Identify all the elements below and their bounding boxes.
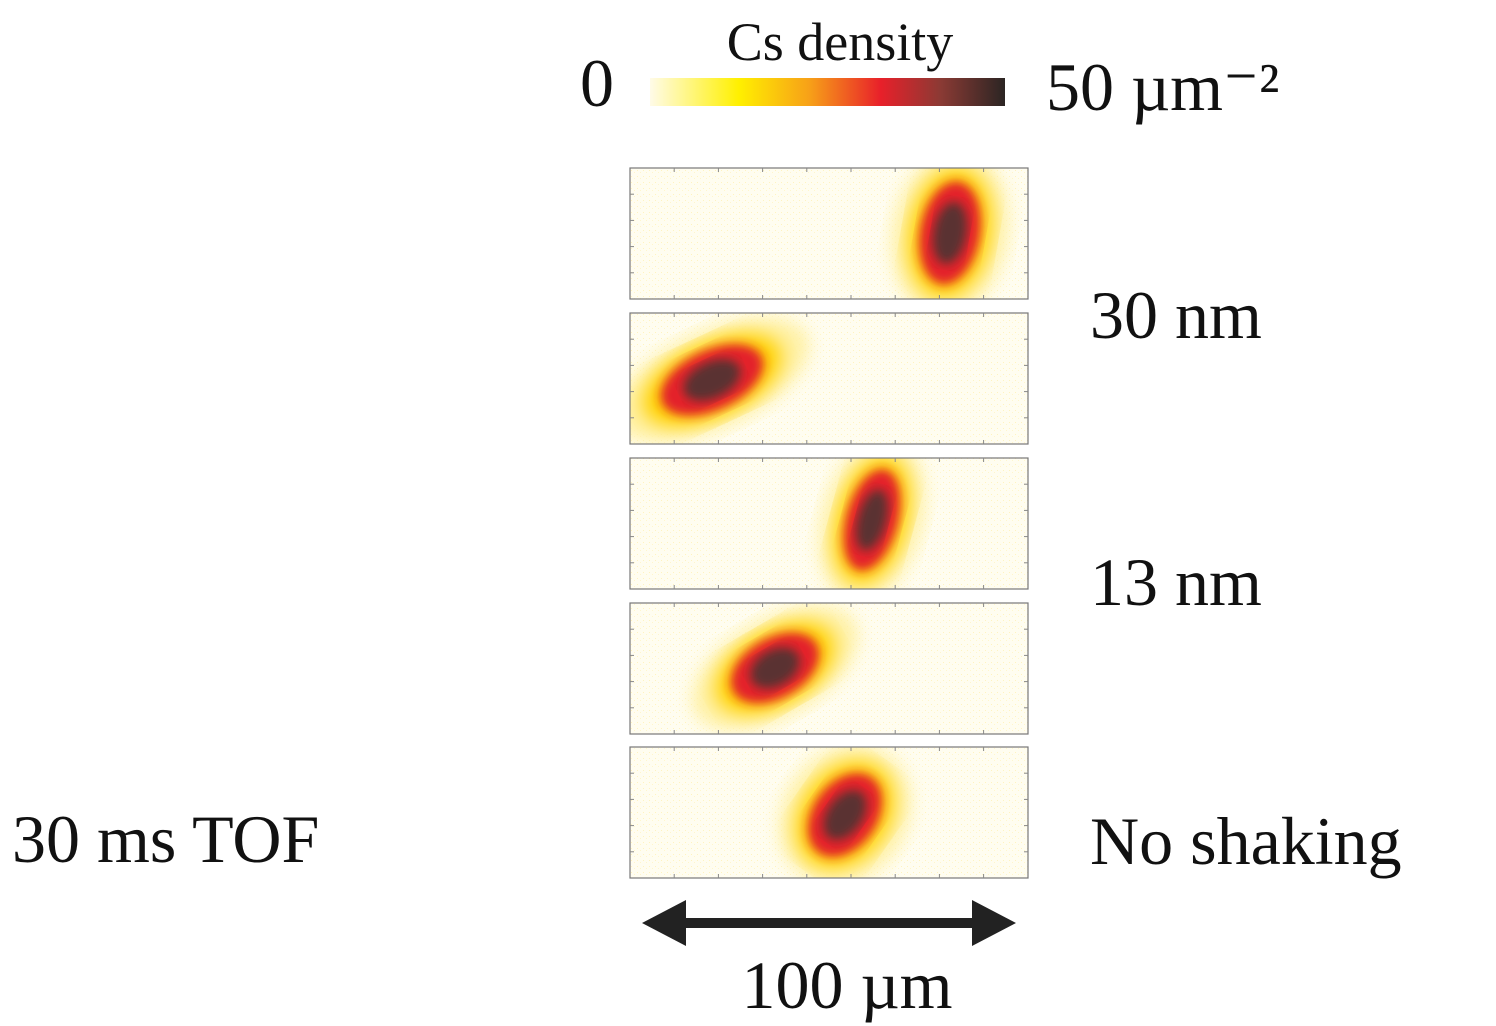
panel-frame xyxy=(629,746,1029,879)
density-panel xyxy=(629,167,1029,300)
colorbar xyxy=(650,78,1005,106)
density-panel xyxy=(629,457,1029,590)
scale-arrow xyxy=(642,900,1016,946)
cloud-core xyxy=(683,359,741,401)
colorbar-title: Cs density xyxy=(727,12,954,72)
panel-frame xyxy=(629,602,1029,735)
density-panel xyxy=(629,602,1029,735)
panel-label: 30 nm xyxy=(1090,277,1262,353)
cloud-core xyxy=(932,202,968,264)
density-image xyxy=(630,168,1028,299)
panel-frame xyxy=(629,167,1029,300)
cloud-core xyxy=(823,790,867,840)
density-image xyxy=(630,313,1028,444)
cloud-core xyxy=(856,489,889,551)
density-panels xyxy=(629,167,1029,879)
panel-frame xyxy=(629,457,1029,590)
panel-label: No shaking xyxy=(1090,803,1402,879)
left-label: 30 ms TOF xyxy=(12,801,319,877)
density-panel xyxy=(629,312,1029,445)
density-panel xyxy=(629,746,1029,879)
cloud-core xyxy=(750,647,800,689)
density-image xyxy=(630,603,1028,734)
density-image xyxy=(630,747,1028,878)
panel-frame xyxy=(629,312,1029,445)
colorbar-min: 0 xyxy=(580,45,614,121)
scale-label: 100 µm xyxy=(741,947,952,1023)
colorbar-max: 50 µm⁻² xyxy=(1046,49,1279,125)
density-image xyxy=(630,458,1028,589)
panel-label: 13 nm xyxy=(1090,544,1262,620)
